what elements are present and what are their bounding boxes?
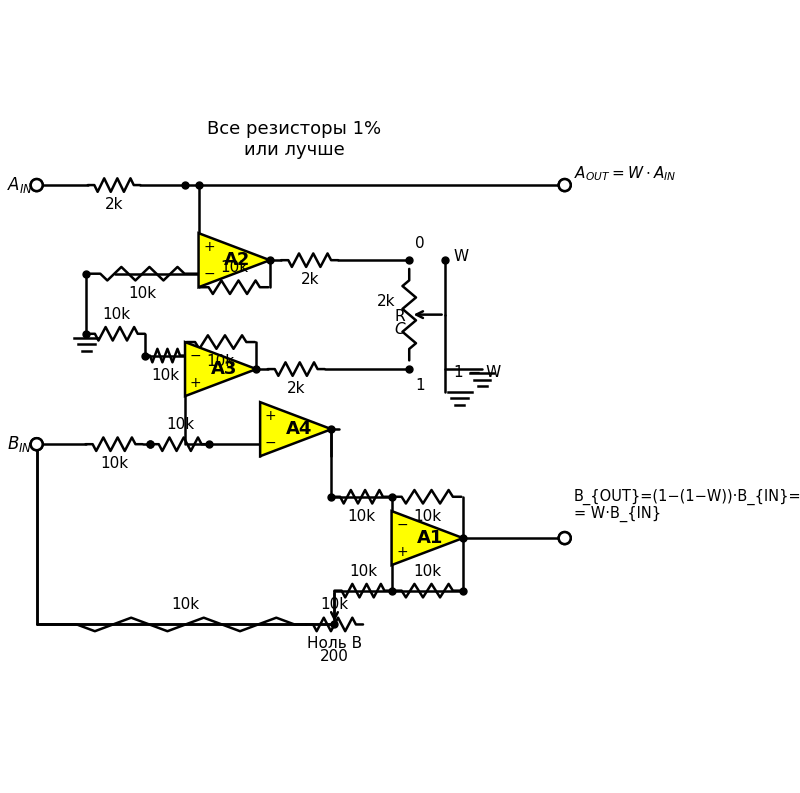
Text: 10k: 10k: [151, 368, 179, 382]
Text: A4: A4: [286, 420, 312, 439]
Text: −: −: [203, 266, 215, 281]
Text: $B_{IN}$: $B_{IN}$: [7, 435, 33, 454]
Text: C: C: [395, 322, 406, 337]
Text: −: −: [190, 349, 202, 362]
Text: A3: A3: [210, 360, 237, 378]
Text: 10k: 10k: [347, 509, 375, 524]
Circle shape: [30, 179, 42, 191]
Text: B_{OUT}=(1−(1−W))·B_{IN}=: B_{OUT}=(1−(1−W))·B_{IN}=: [574, 489, 800, 505]
Text: 1 − W: 1 − W: [454, 366, 501, 381]
Text: 2k: 2k: [105, 197, 123, 212]
Text: R: R: [395, 308, 406, 324]
Text: +: +: [396, 545, 408, 558]
Text: A2: A2: [224, 251, 250, 269]
Circle shape: [558, 532, 570, 544]
Polygon shape: [185, 342, 256, 396]
Text: 10k: 10k: [220, 260, 248, 275]
Text: 10k: 10k: [171, 597, 200, 612]
Polygon shape: [391, 511, 463, 565]
Text: 2k: 2k: [287, 381, 306, 396]
Text: 10k: 10k: [128, 285, 157, 301]
Text: 10k: 10k: [100, 456, 128, 471]
Text: $A_{OUT} = W\cdot A_{IN}$: $A_{OUT} = W\cdot A_{IN}$: [574, 164, 676, 183]
Text: W: W: [454, 249, 469, 264]
Text: −: −: [265, 435, 277, 450]
Text: = W·B_{IN}: = W·B_{IN}: [574, 506, 661, 522]
Polygon shape: [198, 233, 270, 287]
Text: 10k: 10k: [413, 564, 442, 579]
Text: Ноль В: Ноль В: [307, 636, 362, 651]
Text: 0: 0: [415, 236, 425, 251]
Text: 2k: 2k: [301, 272, 319, 287]
Circle shape: [30, 439, 42, 450]
Circle shape: [30, 179, 42, 191]
Text: 1: 1: [415, 378, 425, 393]
Text: 10k: 10k: [206, 354, 234, 369]
Text: A1: A1: [417, 529, 443, 547]
Text: −: −: [396, 518, 408, 531]
Text: 200: 200: [320, 649, 349, 665]
Text: 10k: 10k: [166, 417, 194, 432]
Circle shape: [30, 439, 42, 450]
Text: $A_{IN}$: $A_{IN}$: [7, 175, 34, 195]
Circle shape: [558, 179, 570, 191]
Text: +: +: [190, 376, 202, 389]
Text: 10k: 10k: [349, 564, 377, 579]
Text: 2k: 2k: [378, 293, 396, 308]
Polygon shape: [260, 402, 331, 456]
Text: +: +: [265, 408, 277, 423]
Circle shape: [558, 179, 570, 191]
Text: 10k: 10k: [102, 307, 130, 322]
Text: 10k: 10k: [413, 509, 442, 524]
Text: +: +: [203, 239, 215, 254]
Text: Все резисторы 1%
или лучше: Все резисторы 1% или лучше: [207, 120, 382, 159]
Circle shape: [558, 532, 570, 544]
Text: 10k: 10k: [321, 597, 349, 612]
